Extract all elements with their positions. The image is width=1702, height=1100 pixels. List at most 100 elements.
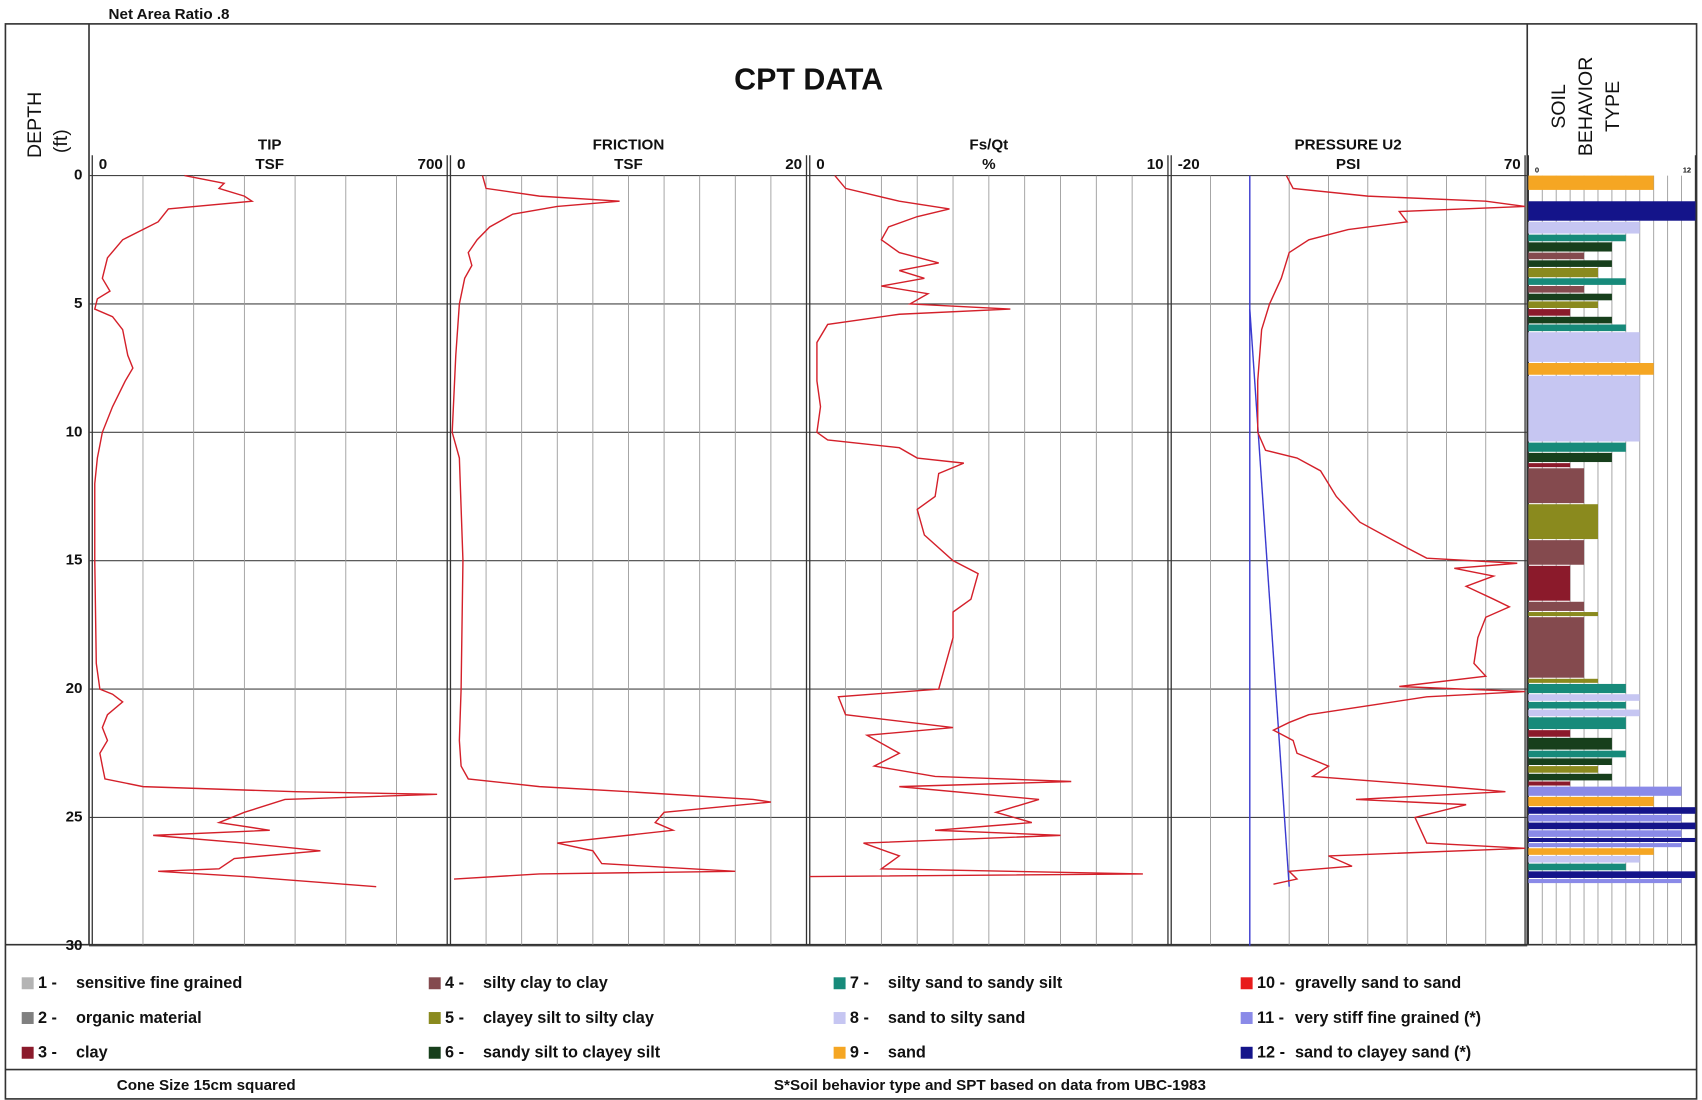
- sbt-bar: [1528, 879, 1682, 884]
- legend-label: sand to clayey sand (*): [1295, 1044, 1471, 1062]
- legend-label: silty clay to clay: [483, 974, 608, 992]
- sbt-bar: [1528, 565, 1571, 601]
- x-tick-label: 12: [1683, 165, 1691, 174]
- sbt-bar: [1528, 442, 1626, 452]
- legend-swatch: [1240, 1012, 1253, 1024]
- sbt-bar: [1528, 709, 1640, 717]
- legend-number: 4 -: [445, 974, 464, 992]
- legend-label: gravelly sand to sand: [1295, 974, 1461, 992]
- panel-unit: TSF: [614, 156, 643, 173]
- panel-title: PRESSURE U2: [1295, 137, 1402, 154]
- depth-unit: (ft): [50, 129, 72, 153]
- legend-number: 1 -: [38, 974, 57, 992]
- sbt-bar: [1528, 737, 1612, 750]
- depth-label: DEPTH: [24, 92, 46, 158]
- sbt-bar: [1528, 837, 1696, 843]
- sbt-bar: [1528, 796, 1654, 807]
- sbt-bar: [1528, 452, 1612, 463]
- legend-swatch: [1240, 1046, 1253, 1059]
- sbt-bar: [1528, 758, 1612, 766]
- depth-tick-label: 20: [66, 680, 83, 697]
- sbt-bar: [1528, 260, 1612, 267]
- x-tick-label: 0: [1535, 165, 1539, 174]
- legend-number: 7 -: [850, 974, 869, 992]
- panel-unit: TSF: [255, 156, 284, 173]
- sbt-bar: [1528, 807, 1696, 814]
- profile-line: [451, 175, 771, 880]
- sbt-title: BEHAVIOR: [1575, 57, 1597, 157]
- legend-label: sand to silty sand: [888, 1009, 1025, 1027]
- sbt-bar: [1528, 822, 1696, 830]
- legend-swatch: [21, 1012, 34, 1024]
- panel-title: TIP: [258, 137, 282, 154]
- sbt-bar: [1528, 278, 1626, 285]
- sbt-bar: [1528, 683, 1626, 694]
- sbt-bar: [1528, 830, 1682, 837]
- legend-label: sandy silt to clayey silt: [483, 1044, 661, 1062]
- legend-number: 2 -: [38, 1009, 57, 1027]
- legend-number: 5 -: [445, 1009, 464, 1027]
- chart-title: CPT DATA: [734, 62, 883, 96]
- sbt-bar: [1528, 750, 1626, 758]
- sbt-bar: [1528, 766, 1598, 773]
- sbt-bar: [1528, 463, 1571, 468]
- sbt-bar: [1528, 863, 1626, 871]
- x-tick-label: 0: [99, 156, 107, 173]
- sbt-bar: [1528, 717, 1626, 730]
- depth-tick-label: 5: [74, 295, 83, 312]
- panel-title: FRICTION: [593, 137, 665, 154]
- sbt-bar: [1528, 363, 1654, 375]
- x-tick-label: 700: [418, 156, 443, 173]
- sbt-bar: [1528, 617, 1585, 678]
- legend-label: clay: [76, 1044, 108, 1062]
- sbt-bar: [1528, 468, 1585, 504]
- legend-number: 9 -: [850, 1044, 869, 1062]
- sbt-title: SOIL: [1548, 84, 1570, 129]
- profile-line: [809, 175, 1143, 878]
- legend-swatch: [833, 977, 846, 990]
- legend-swatch: [21, 977, 34, 990]
- sbt-bar: [1528, 324, 1626, 332]
- sbt-bar: [1528, 316, 1612, 324]
- sbt-bar: [1528, 221, 1640, 234]
- sbt-bar: [1528, 293, 1612, 301]
- legend-swatch: [428, 977, 441, 990]
- sbt-bar: [1528, 242, 1612, 252]
- legend-swatch: [833, 1012, 846, 1024]
- sbt-bar: [1528, 855, 1640, 863]
- legend-label: sensitive fine grained: [76, 974, 242, 992]
- profile-line: [1257, 175, 1526, 885]
- panel-title: Fs/Qt: [969, 137, 1008, 154]
- legend-number: 8 -: [850, 1009, 869, 1027]
- sbt-bar: [1528, 285, 1585, 293]
- sbt-bar: [1528, 268, 1598, 278]
- legend-label: sand: [888, 1044, 926, 1062]
- sbt-bar: [1528, 612, 1598, 617]
- profile-line: [93, 174, 438, 888]
- x-tick-label: 10: [1147, 156, 1164, 173]
- depth-tick-label: 0: [74, 167, 82, 184]
- sbt-bar: [1528, 252, 1585, 260]
- x-tick-label: -20: [1178, 156, 1200, 173]
- sbt-bar: [1528, 814, 1682, 822]
- legend-swatch: [21, 1046, 34, 1059]
- sbt-bar: [1528, 234, 1626, 242]
- sbt-bar: [1528, 786, 1682, 796]
- footer-right: S*Soil behavior type and SPT based on da…: [774, 1077, 1206, 1094]
- sbt-bar: [1528, 773, 1612, 781]
- legend-number: 10 -: [1257, 974, 1285, 992]
- frame: [4, 23, 1698, 1100]
- legend-label: organic material: [76, 1009, 202, 1027]
- sbt-bar: [1528, 871, 1696, 878]
- sbt-bar: [1528, 309, 1571, 316]
- sbt-bar: [1528, 504, 1598, 540]
- sbt-bar: [1528, 540, 1585, 565]
- legend-number: 11 -: [1257, 1009, 1284, 1027]
- sbt-bar: [1528, 175, 1654, 190]
- sbt-bar: [1528, 781, 1571, 786]
- legend-swatch: [833, 1046, 846, 1059]
- legend-label: clayey silt to silty clay: [483, 1009, 654, 1027]
